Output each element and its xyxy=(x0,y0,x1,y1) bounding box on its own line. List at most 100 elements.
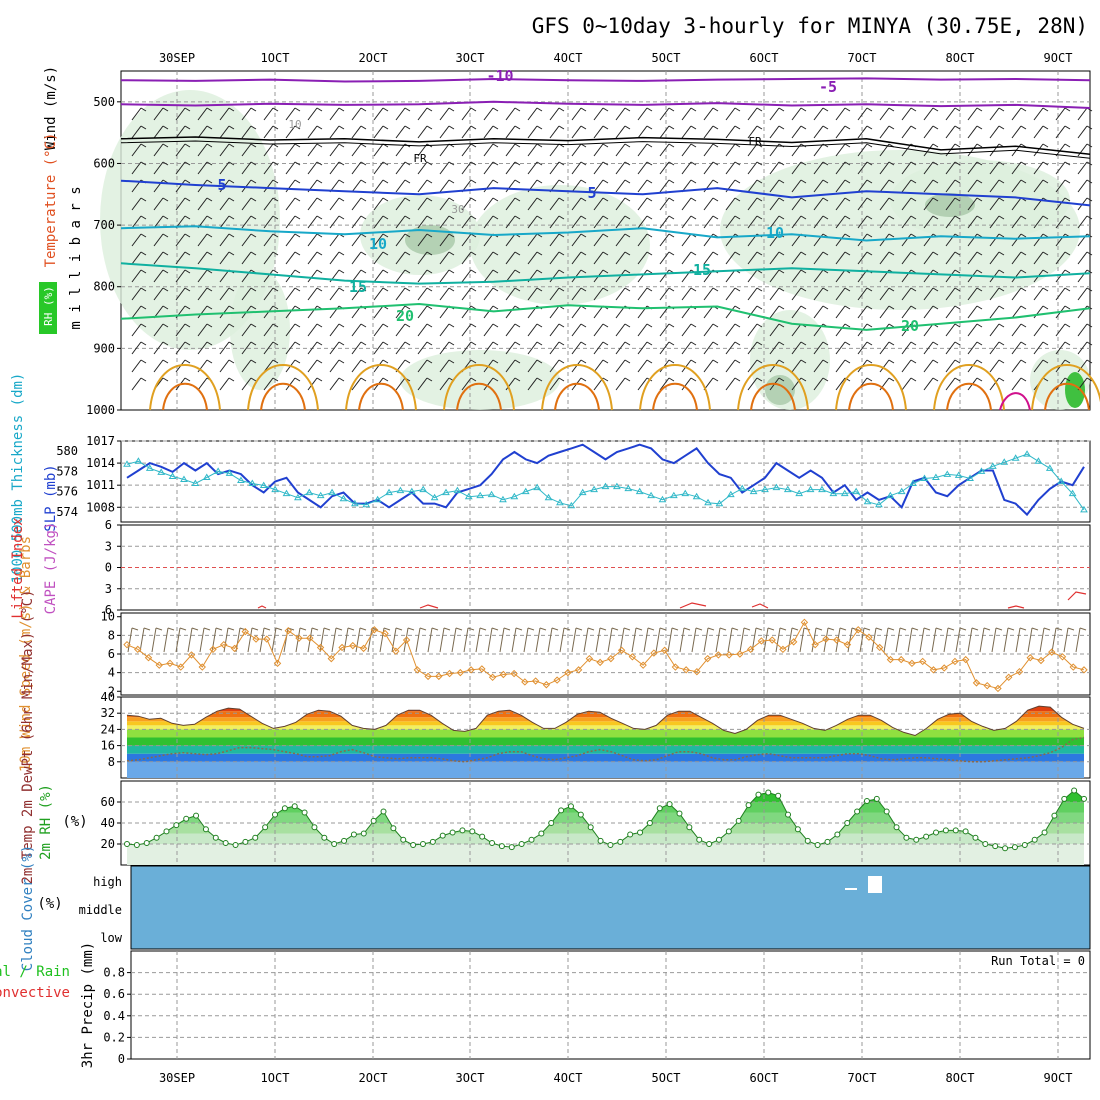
wind-barb xyxy=(571,323,582,337)
wind-barb-flag xyxy=(184,125,191,130)
temperature-grid xyxy=(121,697,1090,778)
wind-speed-marker xyxy=(800,618,809,627)
wind-speed-marker xyxy=(897,655,905,664)
rh-marker xyxy=(834,831,841,838)
wind-barb-flag xyxy=(910,377,917,382)
wind-speed-marker xyxy=(962,655,970,664)
wind-barb xyxy=(615,179,626,193)
wind-speed-marker xyxy=(198,663,206,671)
wind-barb xyxy=(285,125,296,139)
wind-barb xyxy=(659,215,670,229)
wind-barb-flag xyxy=(646,233,653,238)
wind-barb-flag xyxy=(492,125,499,130)
wind-barb-flag xyxy=(272,359,279,364)
wind-barb xyxy=(593,323,604,337)
wind-barb-flag xyxy=(690,359,697,364)
wind-barb-flag xyxy=(910,359,917,364)
wind-barb xyxy=(571,179,582,193)
wind-barb-flag xyxy=(998,215,1005,220)
wind-barb xyxy=(549,197,560,211)
wind-barb-flag xyxy=(228,287,235,292)
wind-barb xyxy=(571,251,582,265)
wind-barb-flag xyxy=(1042,107,1049,112)
isotherm-warm-loop xyxy=(247,364,319,411)
wind-speed-marker xyxy=(531,677,540,685)
rh-marker xyxy=(785,811,792,818)
wind-barb-flag xyxy=(294,233,301,238)
wind-barb-flag xyxy=(866,161,873,166)
wind-barb-flag xyxy=(250,125,257,130)
rh-marker xyxy=(124,841,130,847)
wind-barb xyxy=(483,143,494,157)
wind-barb xyxy=(615,143,626,157)
wind-barb-flag xyxy=(470,323,477,328)
wind-barb xyxy=(285,377,296,391)
wind-speed-marker xyxy=(865,633,873,641)
wind-barb xyxy=(637,197,648,211)
wind-barb xyxy=(725,341,736,355)
wind-barb-flag xyxy=(514,143,521,148)
wind-barb-flag xyxy=(756,251,763,256)
surface-barb-flag xyxy=(143,627,151,631)
wind-barb xyxy=(923,341,934,355)
wind-barb-flag xyxy=(998,269,1005,274)
wind-barb xyxy=(967,233,978,247)
surface-barb-flag xyxy=(719,627,727,631)
rh-marker xyxy=(933,829,940,836)
thickness-marker xyxy=(943,470,952,477)
wind-barb-flag xyxy=(822,179,829,184)
wind-barb-flag xyxy=(866,233,873,238)
wind-speed-marker xyxy=(252,635,260,643)
precip-tick: 0.8 xyxy=(103,966,125,980)
wind-speed-marker xyxy=(875,643,884,652)
isotherm-line xyxy=(120,262,1091,285)
wind-speed-marker xyxy=(306,634,314,642)
wind-barb xyxy=(131,215,142,229)
wind-barb xyxy=(989,323,1000,337)
wind-barb xyxy=(945,179,956,193)
wind-barb-flag xyxy=(1064,341,1071,346)
wind-barb-flag xyxy=(822,287,829,292)
wind-barb xyxy=(329,161,340,175)
wind-barb-flag xyxy=(316,341,323,346)
wind-barb-flag xyxy=(690,197,697,202)
wind-barb xyxy=(307,197,318,211)
wind-barb-flag xyxy=(976,359,983,364)
wind-barb-flag xyxy=(646,251,653,256)
wind-barb-flag xyxy=(492,269,499,274)
surface-barb xyxy=(139,627,145,653)
wind-barb xyxy=(197,341,208,355)
wind-barb-flag xyxy=(734,251,741,256)
wind-barb-flag xyxy=(250,305,257,310)
wind-barb xyxy=(923,107,934,121)
rh-marker xyxy=(627,831,634,838)
wind-barb xyxy=(197,107,208,121)
wind-barb xyxy=(901,251,912,265)
wind-speed-marker xyxy=(940,664,948,672)
wind-barb-flag xyxy=(162,233,169,238)
wind-barb-flag xyxy=(624,197,631,202)
wind-speed-label: 10m Wind Speed (m/s) & Barbs xyxy=(18,536,34,772)
surface-barb xyxy=(535,627,541,653)
wind-barb-flag xyxy=(294,287,301,292)
wind-speed-marker xyxy=(499,670,508,679)
wind-barb xyxy=(615,215,626,229)
top-date-label: 5OCT xyxy=(652,51,681,65)
wind-speed-marker xyxy=(392,647,400,655)
dewpoint-line xyxy=(126,736,1085,763)
wind-barb xyxy=(439,287,450,301)
wind-barb-flag xyxy=(514,161,521,166)
wind-barb xyxy=(1055,341,1066,355)
wind-barb xyxy=(527,377,538,391)
wind-barb xyxy=(989,179,1000,193)
rh-marker xyxy=(893,824,900,831)
wind-barb xyxy=(153,197,164,211)
wind-barb-flag xyxy=(602,161,609,166)
wind-barb-flag xyxy=(228,251,235,256)
cloud-level-label: middle xyxy=(79,903,122,917)
wind-barb-flag xyxy=(646,323,653,328)
wind-barb xyxy=(967,179,978,193)
wind-barb xyxy=(263,287,274,301)
